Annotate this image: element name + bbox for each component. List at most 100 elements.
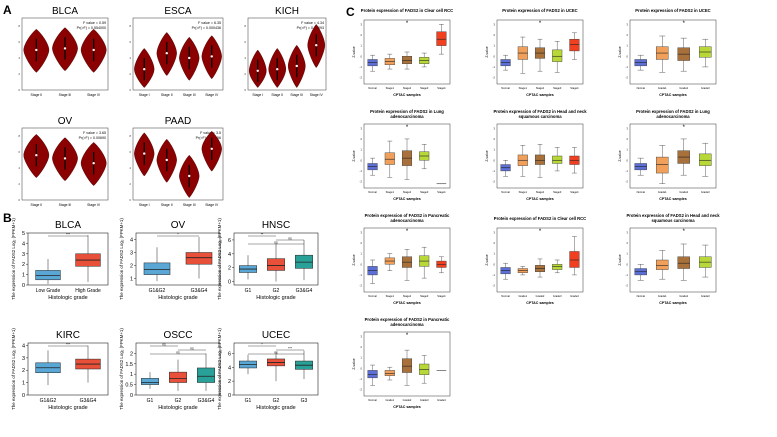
x-axis-label: CPTAC samples: [526, 301, 554, 305]
y-tick-label: 1: [493, 44, 495, 48]
protein-box-chart: Protein expression of FADS2 in UCEC -2 -1 0…: [618, 8, 717, 97]
y-tick-label: 3: [493, 22, 495, 26]
plot-frame: [629, 123, 717, 189]
x-tick-label: Stage IV: [87, 93, 101, 97]
y-tick-label: 2: [626, 33, 628, 37]
box-body: [143, 262, 171, 275]
x-tick-label: Grade1: [658, 86, 667, 90]
y-tick-label: -2: [359, 76, 362, 80]
x-tick-label: Stage II: [161, 93, 173, 97]
y-axis-label: Z-value: [618, 150, 622, 161]
y-tick-label: 2: [360, 241, 362, 245]
x-tick-label: G3&G4: [191, 288, 208, 294]
chart-title: BLCA: [55, 220, 81, 231]
y-tick-label: 1: [493, 148, 495, 152]
x-tick-label: G2: [175, 398, 182, 404]
x-axis-label: Histologic grade: [48, 405, 87, 411]
y-tick-label: 2: [129, 182, 131, 186]
violin-chart-paad: PAADF value = 3.5Pr(>F) = 0.015602468Sta…: [129, 116, 224, 207]
chart-title: OV: [171, 220, 186, 231]
y-tick-label: 4: [130, 238, 133, 244]
chart-title: KICH: [275, 6, 299, 17]
x-tick-label: Stage III: [59, 203, 72, 207]
y-tick-label: -1: [625, 273, 628, 277]
y-tick-label: -2: [625, 284, 628, 288]
y-tick-label: 2: [493, 137, 495, 141]
chart-title: UCEC: [262, 330, 290, 341]
chart-title: OSCC: [164, 330, 193, 341]
y-tick-label: -1: [359, 273, 362, 277]
sig-label: ns: [162, 342, 166, 346]
violin-median: [35, 154, 38, 157]
significance-star: *: [406, 333, 409, 339]
y-tick-label: 1: [626, 252, 628, 256]
panel-label-c: C: [346, 5, 355, 19]
y-tick-label: 0: [626, 262, 628, 266]
x-axis-label: Histologic grade: [256, 295, 295, 301]
sig-label: ns: [176, 350, 180, 354]
y-tick-label: 8: [129, 134, 131, 138]
y-tick-label: -2: [359, 180, 362, 184]
chart-title: Protein expression of FADS2 in Clear cel…: [494, 216, 586, 221]
protein-box-chart: Protein expression of FADS2 in Pancreati…: [352, 317, 451, 409]
violin-median: [143, 68, 146, 71]
chart-title: adenocarcinoma: [390, 218, 424, 223]
y-tick-label: 0: [18, 198, 20, 202]
x-tick-label: Stage III: [59, 93, 72, 97]
y-tick-label: 0: [130, 393, 133, 399]
x-tick-label: Low Grade: [36, 288, 61, 294]
significance-star: *: [683, 21, 686, 27]
violin-median: [63, 157, 67, 160]
y-tick-label: 8: [244, 24, 246, 28]
chart-title: Protein expression of FADS2 in Lung: [370, 109, 444, 114]
box-body: [267, 258, 285, 271]
y-tick-label: -1: [492, 273, 495, 277]
x-tick-label: Normal: [501, 190, 510, 194]
y-axis-label: Z-value: [352, 358, 356, 369]
x-axis-label: CPTAC samples: [659, 301, 687, 305]
violin-median: [143, 152, 146, 155]
x-tick-label: Stage IV: [205, 93, 219, 97]
significance-star: *: [539, 21, 542, 27]
y-axis-label: Z-value: [618, 254, 622, 265]
x-tick-label: Grade3: [553, 294, 562, 298]
y-tick-label: 4: [22, 343, 25, 349]
x-tick-label: Normal: [368, 86, 377, 90]
x-tick-label: G1&G2: [40, 398, 57, 404]
y-tick-label: 8: [18, 134, 20, 138]
y-tick-label: -2: [492, 76, 495, 80]
x-tick-label: Stage4: [437, 86, 446, 90]
x-tick-label: G2: [273, 288, 280, 294]
violin-median: [35, 48, 38, 52]
protein-box-chart: Protein expression of FADS2 in UCEC -2 -1 0…: [485, 8, 584, 97]
y-tick-label: 3: [22, 356, 25, 362]
box-chart-ov: OV 1 2 3 4 The expression of FADS2 Log₂ (FPKM…: [119, 218, 221, 301]
y-tick-label: 2: [493, 241, 495, 245]
violin-median: [165, 158, 168, 162]
x-tick-label: Stage3: [553, 190, 562, 194]
x-tick-label: Normal: [368, 294, 377, 298]
violin-median: [165, 52, 168, 55]
y-tick-label: 0: [493, 262, 495, 266]
x-tick-label: Stage3: [420, 190, 429, 194]
panel-label-b: B: [3, 211, 12, 225]
y-axis-label: Z-value: [485, 150, 489, 161]
y-tick-label: -1: [492, 65, 495, 69]
x-tick-label: Grade1: [518, 294, 527, 298]
y-tick-label: 2: [360, 137, 362, 141]
box-body: [141, 378, 159, 385]
y-tick-label: 2: [360, 33, 362, 37]
x-tick-label: Grade2: [679, 294, 688, 298]
box-body: [436, 31, 447, 46]
violin-median: [256, 69, 259, 73]
x-tick-label: G3&G4: [198, 398, 215, 404]
x-tick-label: Grade3: [701, 190, 710, 194]
x-tick-label: Stage2: [403, 294, 412, 298]
box-body: [699, 153, 712, 166]
y-tick-label: 3: [22, 252, 25, 258]
chart-title: Protein expression of FADS2 in Head and …: [493, 109, 587, 114]
y-tick-label: 6: [244, 40, 246, 44]
sig-label: ns: [190, 346, 194, 350]
